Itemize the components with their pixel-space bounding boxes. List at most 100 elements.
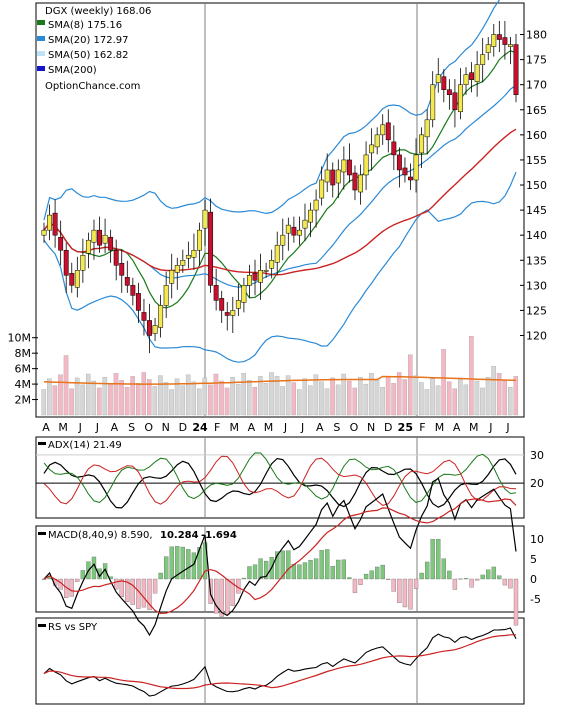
volume-bar [302, 378, 308, 416]
volume-average-line [43, 375, 517, 385]
macd-histogram-bar [463, 578, 469, 580]
candle-body [130, 285, 136, 296]
date-label: N [162, 421, 170, 434]
candle-body [80, 254, 86, 271]
date-label: 25 [398, 421, 413, 434]
date-label: M [264, 421, 274, 434]
macd-histogram-bar [75, 578, 80, 582]
candle-body [213, 285, 219, 301]
date-label: A [248, 421, 256, 434]
candle-body [363, 154, 369, 176]
candle-body [335, 169, 341, 184]
legend-swatch-sma200 [37, 66, 45, 71]
volume-bar [91, 380, 97, 416]
macd-tick-label: 10 [530, 533, 544, 546]
macd-histogram-bar [247, 566, 252, 580]
candle-body [191, 249, 197, 258]
volume-bar [63, 355, 69, 416]
macd-line [43, 477, 517, 637]
volume-bar [435, 385, 441, 416]
volume-bar [502, 380, 507, 416]
candle-body [458, 84, 463, 113]
candle-body [402, 167, 408, 176]
volume-bar [374, 380, 380, 416]
volume-bar [441, 349, 446, 416]
date-label: M [435, 421, 445, 434]
macd-histogram-bar [513, 578, 519, 626]
price-axis: 120 125 130 135 140 145 150 155 160 165 170 175 180 [520, 29, 547, 343]
date-label: 24 [192, 421, 208, 434]
candle-body [408, 176, 413, 181]
macd-title: MACD(8,40,9) 8.590, [48, 530, 153, 541]
candle-body [58, 236, 64, 251]
macd-histogram-bar [397, 578, 402, 603]
candle-body [247, 275, 252, 286]
candle-body [235, 300, 241, 309]
candle-body [241, 285, 247, 303]
macd-histogram-bar [458, 578, 463, 580]
candle-body [391, 141, 397, 156]
adx-title: ADX(14) 21.49 [48, 440, 122, 451]
candle-body [280, 234, 286, 246]
macd-histogram-bar [175, 546, 180, 580]
candle-body [41, 229, 47, 236]
legend-sma20: SMA(20) 172.97 [48, 35, 129, 46]
volume-bar [419, 382, 424, 416]
volume-bar [358, 376, 363, 416]
volume-bar [152, 386, 158, 416]
macd-histogram-bar [164, 556, 169, 580]
candle-body [258, 270, 264, 283]
sma50-line [43, 128, 517, 276]
candle-body [313, 199, 319, 211]
volume-bar [58, 374, 63, 416]
volume-tick-label: 8M [15, 347, 32, 360]
volume-bar [402, 379, 407, 416]
volume-bar [474, 380, 480, 416]
date-label: A [111, 421, 119, 434]
volume-bar [247, 380, 252, 416]
macd-histogram-bar [486, 569, 491, 580]
macd-tick-label: 0 [530, 573, 537, 586]
volume-bar [430, 378, 435, 416]
date-label: D [384, 421, 392, 434]
candle-body [74, 270, 80, 288]
volume-bar [219, 380, 224, 416]
volume-bar [380, 387, 385, 416]
adx-title-swatch [38, 442, 46, 445]
candle-body [185, 254, 191, 259]
macd-signal-line [43, 498, 517, 615]
macd-histogram-bar [369, 570, 374, 580]
candle-body [169, 270, 175, 284]
volume-bar [52, 385, 58, 416]
volume-bar [47, 378, 52, 416]
rs-title: RS vs SPY [48, 622, 98, 633]
candle-body [441, 76, 447, 90]
price-tick-label: 150 [526, 179, 547, 192]
volume-axis: 10M 8M 6M 4M 2M [8, 332, 38, 407]
volume-tick-label: 2M [15, 394, 32, 407]
volume-bar [296, 389, 302, 416]
candle-body [308, 209, 313, 223]
candle-body [324, 169, 330, 183]
candle-body [219, 298, 225, 311]
volume-bar [391, 383, 396, 416]
volume-bar [85, 373, 91, 416]
macd-histogram-bar [375, 566, 380, 580]
adx-line [43, 457, 517, 509]
volume-bar [263, 383, 269, 416]
date-label: J [488, 421, 492, 434]
candle-body [485, 44, 491, 53]
volume-bar [108, 383, 113, 416]
macd-histogram-bar [125, 578, 130, 603]
volume-bar [352, 387, 358, 416]
rs-average-line [43, 634, 516, 690]
macd-title-swatch [38, 532, 46, 535]
candle-body [63, 249, 69, 276]
macd-histogram-bar [347, 577, 352, 580]
macd-histogram-bar [136, 578, 141, 609]
candle-body [358, 174, 363, 193]
candle-body [413, 154, 419, 181]
candle-body [197, 229, 202, 251]
grid-lines [204, 4, 418, 703]
plus-di-line [43, 452, 517, 504]
